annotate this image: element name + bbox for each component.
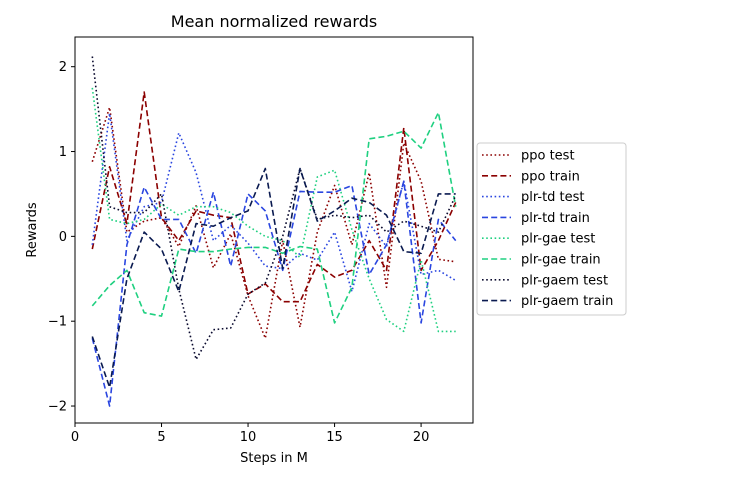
series-line-plr-td-train [91, 180, 457, 407]
plot-area: 0 5 10 15 20 −2 −1 0 1 2 [48, 36, 474, 445]
x-tick-label: 15 [326, 430, 343, 445]
y-axis-label: Rewards [25, 202, 40, 257]
legend-items: ppo test ppo train plr-td test plr-td train… [482, 149, 613, 309]
y-tick-label: −1 [48, 315, 67, 330]
legend: ppo test ppo train plr-td test plr-td train… [476, 142, 627, 316]
series-line-plr-gae-train [91, 111, 457, 324]
legend-frame [476, 142, 627, 316]
legend-label-plr-gae-train: plr-gae train [521, 253, 601, 268]
legend-label-plr-td-test: plr-td test [521, 190, 585, 205]
x-axis-ticks: 0 5 10 15 20 [71, 423, 430, 445]
series-line-plr-gaem-test [91, 56, 457, 361]
legend-label-ppo-train: ppo train [521, 169, 580, 184]
series-line-plr-td-test [91, 112, 457, 293]
series-line-plr-gaem-train [91, 167, 456, 389]
y-tick-label: 2 [59, 60, 67, 75]
y-tick-label: 0 [59, 230, 67, 245]
chart-title: Mean normalized rewards [171, 12, 377, 31]
legend-label-ppo-test: ppo test [521, 149, 575, 164]
x-tick-label: 0 [71, 430, 79, 445]
x-tick-label: 5 [157, 430, 165, 445]
legend-label-plr-td-train: plr-td train [521, 211, 590, 226]
legend-label-plr-gaem-train: plr-gaem train [521, 294, 613, 309]
x-tick-label: 10 [240, 430, 257, 445]
x-tick-label: 20 [413, 430, 430, 445]
y-tick-label: −2 [48, 400, 67, 415]
legend-label-plr-gaem-test: plr-gaem test [521, 273, 608, 288]
y-tick-label: 1 [59, 145, 67, 160]
legend-label-plr-gae-test: plr-gae test [521, 232, 595, 247]
series-line-ppo-train [91, 91, 457, 303]
x-axis-label: Steps in M [240, 451, 308, 466]
y-axis-ticks: −2 −1 0 1 2 [48, 60, 75, 415]
series-layer [91, 56, 457, 407]
axes-frame [74, 36, 474, 424]
